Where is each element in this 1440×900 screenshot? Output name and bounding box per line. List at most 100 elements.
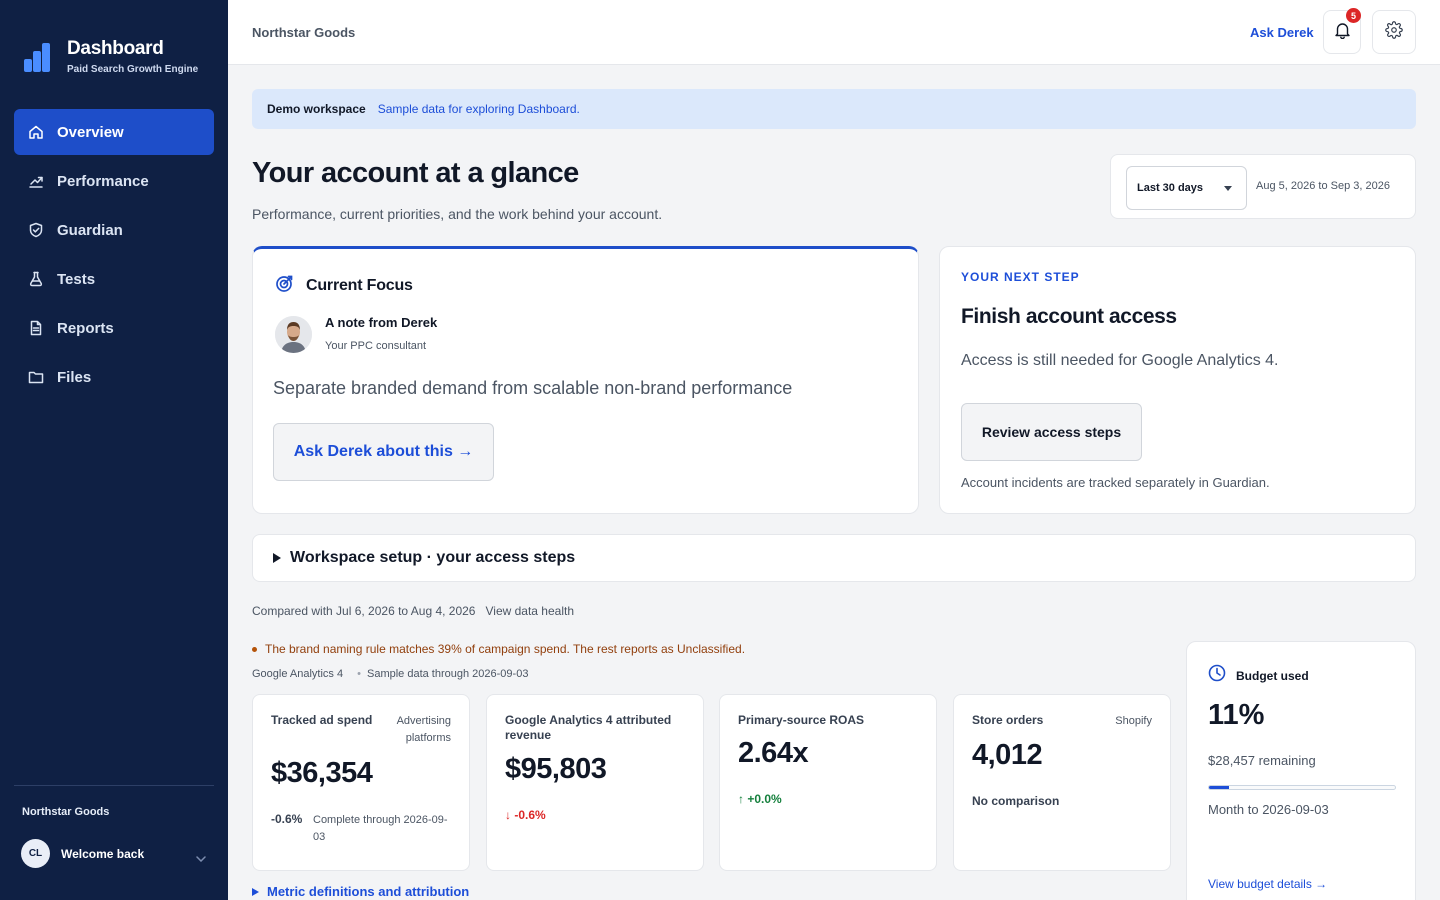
- banner-title: Demo workspace: [267, 102, 366, 116]
- consultant-avatar: [275, 316, 312, 353]
- separator-dot: •: [357, 668, 361, 680]
- home-icon: [28, 124, 44, 140]
- notifications-button[interactable]: 5: [1323, 8, 1361, 54]
- budget-period: Month to 2026-09-03: [1208, 802, 1329, 817]
- workspace-setup-label: Workspace setup · your access steps: [290, 549, 576, 566]
- metric-source: Shopify: [1115, 715, 1152, 727]
- current-focus-heading: Current Focus: [306, 276, 413, 294]
- trending-up-icon: [28, 173, 44, 189]
- note-title: A note from Derek: [325, 315, 438, 330]
- metric-definitions-toggle[interactable]: Metric definitions and attribution: [252, 884, 469, 899]
- date-range-text: Aug 5, 2026 to Sep 3, 2026: [1256, 180, 1390, 192]
- triangle-right-icon: [273, 553, 281, 563]
- review-access-button[interactable]: Review access steps: [961, 403, 1142, 461]
- next-step-footnote: Account incidents are tracked separately…: [961, 475, 1270, 490]
- sample-data-note: Sample data through 2026-09-03: [366, 668, 529, 680]
- metric-card-store-orders: Store orders Shopify 4,012 No comparison: [953, 694, 1171, 871]
- sidebar-item-label: Reports: [57, 319, 114, 337]
- metric-note: Complete through 2026-09-03: [313, 814, 448, 843]
- document-icon: [28, 320, 44, 336]
- metric-card-roas: Primary-source ROAS 2.64x ↑ +0.0%: [719, 694, 937, 871]
- data-sources: Google Analytics 4 • Sample data through 2…: [252, 668, 528, 680]
- folder-icon: [28, 369, 44, 385]
- metric-card-ad-spend: Tracked ad spend Advertising platforms $…: [252, 694, 470, 871]
- flask-icon: [28, 271, 44, 287]
- sidebar-item-label: Overview: [57, 123, 124, 141]
- avatar: CL: [21, 839, 50, 868]
- date-range-select[interactable]: Last 30 days: [1126, 166, 1247, 210]
- metric-label: Google Analytics 4 attributed revenue: [505, 713, 672, 742]
- sidebar-item-label: Tests: [57, 270, 96, 288]
- ask-derek-link[interactable]: Ask Derek: [1250, 25, 1314, 40]
- metric-value: $95,803: [505, 753, 607, 785]
- sidebar-item-performance[interactable]: Performance: [14, 158, 214, 204]
- workspace-setup-toggle[interactable]: Workspace setup · your access steps: [252, 534, 1416, 582]
- page-subtitle: Performance, current priorities, and the…: [252, 206, 663, 222]
- ask-derek-button[interactable]: Ask Derek about this →: [273, 423, 494, 481]
- date-range-selected: Last 30 days: [1137, 182, 1204, 194]
- sidebar: Dashboard Paid Search Growth Engine Over…: [0, 0, 228, 900]
- naming-rule-warning: The brand naming rule matches 39% of cam…: [252, 642, 745, 656]
- metric-delta: No comparison: [972, 794, 1060, 808]
- metric-value: 2.64x: [738, 737, 809, 769]
- focus-text: Separate branded demand from scalable no…: [273, 378, 793, 398]
- budget-card: Budget used 11% $28,457 remaining Month …: [1186, 641, 1416, 900]
- demo-banner: Demo workspace Sample data for exploring…: [252, 89, 1416, 129]
- metric-label: Primary-source ROAS: [738, 713, 865, 727]
- metric-source: Advertising platforms: [396, 715, 451, 744]
- shield-check-icon: [28, 222, 44, 238]
- brand[interactable]: Dashboard Paid Search Growth Engine: [24, 38, 198, 75]
- gear-icon: [1385, 20, 1403, 44]
- sidebar-item-overview[interactable]: Overview: [14, 109, 214, 155]
- page-title: Your account at a glance: [252, 157, 579, 189]
- caret-down-icon: [1224, 186, 1232, 191]
- triangle-right-icon: [252, 887, 259, 896]
- banner-text: Sample data for exploring Dashboard.: [377, 102, 580, 116]
- sidebar-item-files[interactable]: Files: [14, 354, 214, 400]
- next-step-eyebrow: YOUR NEXT STEP: [961, 270, 1080, 284]
- note-subtitle: Your PPC consultant: [325, 340, 427, 352]
- warning-text: The brand naming rule matches 39% of cam…: [265, 642, 746, 656]
- sidebar-item-label: Files: [57, 368, 92, 386]
- brand-subtitle: Paid Search Growth Engine: [67, 64, 199, 75]
- comparison-info: Compared with Jul 6, 2026 to Aug 4, 2026…: [252, 604, 574, 618]
- org-title: Northstar Goods: [252, 25, 356, 40]
- metric-delta: ↑ +0.0%: [738, 792, 782, 806]
- sidebar-item-guardian[interactable]: Guardian: [14, 207, 214, 253]
- metric-delta: -0.6%: [271, 812, 303, 826]
- metric-label: Store orders: [972, 713, 1044, 727]
- metric-value: $36,354: [271, 757, 373, 789]
- next-step-text: Access is still needed for Google Analyt…: [961, 352, 1279, 369]
- metric-card-ga4-revenue: Google Analytics 4 attributed revenue $9…: [486, 694, 704, 871]
- target-icon: [275, 273, 295, 298]
- next-step-card: YOUR NEXT STEP Finish account access Acc…: [939, 246, 1416, 514]
- next-step-title: Finish account access: [961, 305, 1177, 328]
- current-focus-card: Current Focus A note from Derek Your PPC…: [252, 246, 919, 514]
- view-budget-details-link[interactable]: View budget details →: [1208, 877, 1328, 891]
- metric-delta: ↓ -0.6%: [505, 808, 546, 822]
- clock-icon: [1208, 664, 1226, 687]
- settings-button[interactable]: [1372, 10, 1416, 54]
- brand-title: Dashboard: [67, 38, 164, 59]
- view-data-health-link[interactable]: View data health: [485, 604, 574, 618]
- sidebar-nav: Overview Performance Guardian Tests Repo…: [14, 109, 214, 403]
- sidebar-item-label: Guardian: [57, 221, 123, 239]
- user-menu[interactable]: CL Welcome back: [21, 839, 214, 868]
- budget-progress-bar: [1208, 785, 1396, 790]
- top-header: Northstar Goods Ask Derek 5: [228, 0, 1440, 65]
- chevron-down-icon[interactable]: [196, 854, 206, 865]
- sidebar-item-tests[interactable]: Tests: [14, 256, 214, 302]
- metric-value: 4,012: [972, 739, 1043, 771]
- sidebar-item-reports[interactable]: Reports: [14, 305, 214, 351]
- budget-remaining: $28,457 remaining: [1208, 753, 1316, 768]
- budget-progress-fill: [1209, 786, 1230, 789]
- notification-badge: 5: [1346, 8, 1361, 23]
- budget-percent: 11%: [1208, 699, 1265, 731]
- bar-chart-logo-icon: [24, 38, 58, 72]
- date-filter-card: Last 30 days Aug 5, 2026 to Sep 3, 2026: [1110, 154, 1416, 219]
- warning-dot-icon: [252, 646, 257, 652]
- sidebar-org-name: Northstar Goods: [22, 806, 110, 818]
- sidebar-item-label: Performance: [57, 172, 149, 190]
- bell-icon: [1334, 21, 1351, 44]
- sidebar-footer: Northstar Goods CL Welcome back: [14, 785, 214, 868]
